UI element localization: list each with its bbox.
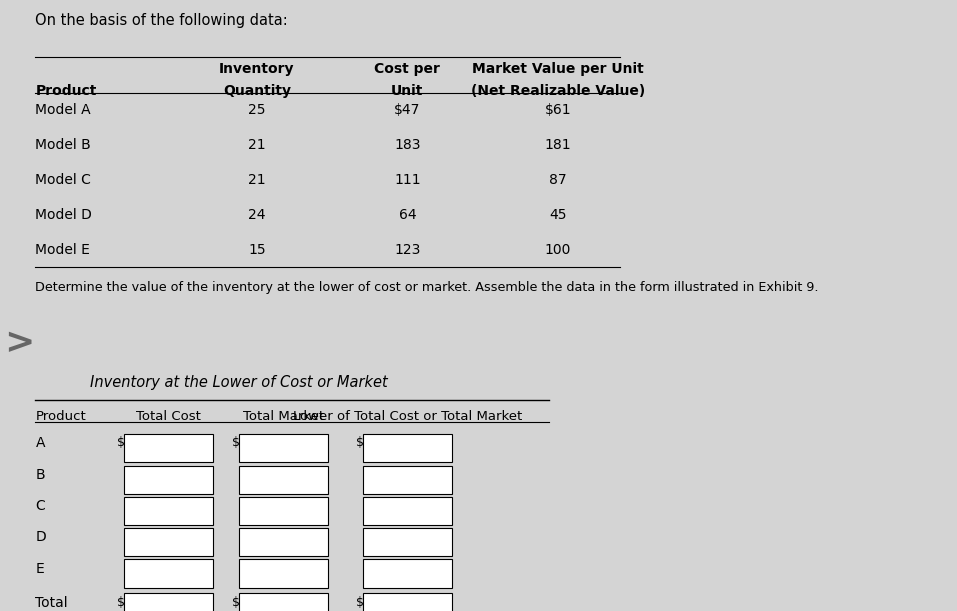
Text: Inventory: Inventory [219, 62, 295, 76]
Text: A: A [35, 436, 45, 450]
Text: Unit: Unit [391, 84, 424, 98]
Text: Quantity: Quantity [223, 84, 291, 98]
Text: On the basis of the following data:: On the basis of the following data: [35, 13, 288, 29]
FancyBboxPatch shape [124, 560, 212, 588]
Text: $: $ [117, 436, 124, 450]
FancyBboxPatch shape [124, 466, 212, 494]
FancyBboxPatch shape [363, 593, 452, 611]
Text: $: $ [232, 596, 240, 609]
Text: Total: Total [35, 596, 68, 610]
FancyBboxPatch shape [363, 434, 452, 463]
FancyBboxPatch shape [239, 434, 327, 463]
Text: Model C: Model C [35, 173, 91, 186]
Text: 45: 45 [549, 208, 567, 222]
Text: 123: 123 [394, 243, 420, 257]
Text: B: B [35, 468, 45, 481]
Text: E: E [35, 562, 44, 576]
Text: Market Value per Unit: Market Value per Unit [472, 62, 644, 76]
FancyBboxPatch shape [124, 528, 212, 556]
Text: 111: 111 [394, 173, 421, 186]
FancyBboxPatch shape [363, 466, 452, 494]
Text: 21: 21 [248, 137, 266, 152]
Text: Model D: Model D [35, 208, 92, 222]
Text: $: $ [356, 436, 364, 450]
Text: $: $ [117, 596, 124, 609]
FancyBboxPatch shape [124, 497, 212, 525]
Text: $61: $61 [545, 103, 571, 117]
FancyBboxPatch shape [124, 434, 212, 463]
Text: Determine the value of the inventory at the lower of cost or market. Assemble th: Determine the value of the inventory at … [35, 280, 819, 293]
FancyBboxPatch shape [124, 593, 212, 611]
Text: Product: Product [35, 84, 97, 98]
Text: 181: 181 [545, 137, 571, 152]
Text: Total Cost: Total Cost [136, 410, 201, 423]
Text: Cost per: Cost per [374, 62, 440, 76]
Text: 87: 87 [549, 173, 567, 186]
Text: 100: 100 [545, 243, 571, 257]
Text: $: $ [356, 596, 364, 609]
Text: Model A: Model A [35, 103, 91, 117]
Text: >: > [5, 326, 34, 360]
Text: 64: 64 [398, 208, 416, 222]
FancyBboxPatch shape [363, 528, 452, 556]
Text: C: C [35, 499, 45, 513]
Text: $47: $47 [394, 103, 420, 117]
FancyBboxPatch shape [239, 497, 327, 525]
Text: 15: 15 [248, 243, 266, 257]
Text: D: D [35, 530, 46, 544]
FancyBboxPatch shape [239, 466, 327, 494]
Text: 24: 24 [248, 208, 265, 222]
Text: Product: Product [35, 410, 86, 423]
FancyBboxPatch shape [239, 528, 327, 556]
FancyBboxPatch shape [363, 497, 452, 525]
Text: Inventory at the Lower of Cost or Market: Inventory at the Lower of Cost or Market [90, 375, 388, 390]
FancyBboxPatch shape [239, 560, 327, 588]
Text: (Net Realizable Value): (Net Realizable Value) [471, 84, 645, 98]
Text: $: $ [232, 436, 240, 450]
Text: 21: 21 [248, 173, 266, 186]
Text: Model B: Model B [35, 137, 91, 152]
Text: Lower of Total Cost or Total Market: Lower of Total Cost or Total Market [293, 410, 522, 423]
Text: 25: 25 [248, 103, 265, 117]
FancyBboxPatch shape [239, 593, 327, 611]
Text: Model E: Model E [35, 243, 90, 257]
Text: 183: 183 [394, 137, 420, 152]
Text: Total Market: Total Market [243, 410, 323, 423]
FancyBboxPatch shape [363, 560, 452, 588]
